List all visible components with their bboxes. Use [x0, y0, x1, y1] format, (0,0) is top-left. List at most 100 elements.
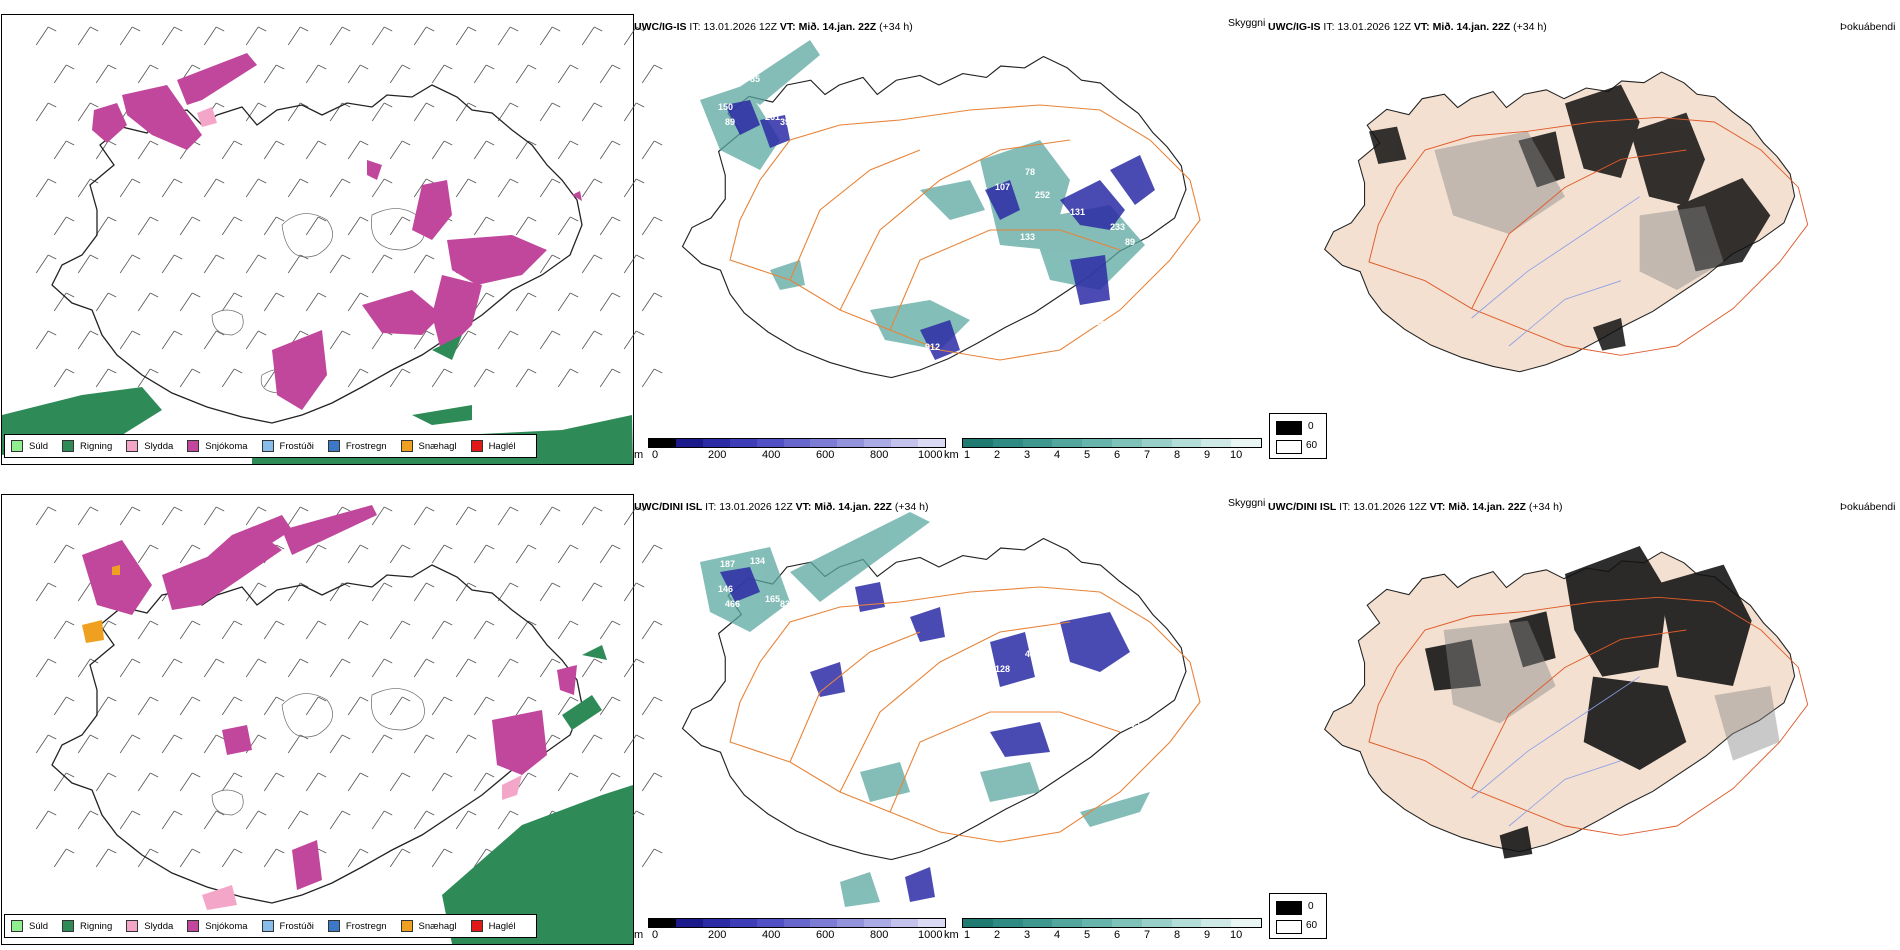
wind-barb	[263, 848, 277, 868]
wind-barb	[161, 178, 175, 198]
wind-barb	[473, 544, 487, 564]
wind-barb	[641, 140, 655, 160]
wind-barb-flag	[150, 848, 159, 854]
cloudbase-color-step	[756, 919, 784, 927]
fog-gray-areas	[1443, 620, 1780, 761]
wind-barb	[497, 582, 511, 602]
cloudbase-color-step	[864, 439, 892, 447]
wind-barb-flag	[444, 140, 453, 146]
wind-barb-flag	[300, 330, 309, 336]
wind-barb-flag	[654, 696, 663, 702]
wind-barb	[455, 330, 469, 350]
precip-legend-swatch	[261, 440, 274, 452]
wind-barb	[119, 506, 133, 526]
wind-barb-flag	[276, 544, 285, 550]
wind-barb	[119, 330, 133, 350]
wind-barb-flag	[192, 772, 201, 778]
visibility-color-step	[992, 439, 1023, 447]
tick: 600	[816, 929, 835, 941]
wind-barb-flag	[468, 582, 477, 588]
wind-barb	[77, 810, 91, 830]
wind-barb	[389, 848, 403, 868]
cloudbase-color-step	[756, 439, 784, 447]
wind-barb-flag	[486, 620, 495, 626]
wind-barb-flag	[360, 368, 369, 374]
wind-barb	[473, 216, 487, 236]
precip-legend-item: Frostúði	[261, 920, 314, 932]
wind-barb-flag	[486, 292, 495, 298]
it-value: 13.01.2026 12Z	[703, 21, 777, 33]
wind-barb-flag	[192, 544, 201, 550]
wind-barb-flag	[192, 368, 201, 374]
cloudbase-color-step	[783, 439, 811, 447]
wind-barb-flag	[132, 506, 141, 512]
wind-barb	[263, 216, 277, 236]
it-label: IT:	[689, 21, 701, 33]
precip-legend-swatch	[11, 920, 23, 932]
wind-barb-flag	[216, 810, 225, 816]
wind-barb-flag	[510, 26, 519, 32]
wind-barb	[161, 658, 175, 678]
wind-barb	[347, 368, 361, 388]
wind-barb	[305, 292, 319, 312]
wind-barb-flag	[108, 848, 117, 854]
model-name: UWC/DINI ISL	[1268, 501, 1337, 513]
wind-barb	[623, 102, 637, 122]
wind-barb-flag	[150, 64, 159, 70]
wind-barb	[263, 140, 277, 160]
wind-barb-flag	[174, 734, 183, 740]
wind-barb-flag	[570, 696, 579, 702]
cloudbase-color-step	[675, 919, 703, 927]
wind-barb	[347, 64, 361, 84]
cloudbase-label: 233	[1110, 222, 1125, 232]
wind-barb	[371, 26, 385, 46]
wind-barb	[599, 544, 613, 564]
wind-barb-flag	[108, 64, 117, 70]
wind-barb-flag	[654, 292, 663, 298]
wind-barb	[119, 810, 133, 830]
cloudbase-label: 89	[725, 117, 735, 127]
wind-barb-flag	[570, 292, 579, 298]
wind-barb-flag	[300, 178, 309, 184]
wind-barb	[119, 178, 133, 198]
cloudbase-label: 128	[995, 664, 1010, 674]
wind-barb	[77, 26, 91, 46]
visibility-color-step	[1201, 919, 1232, 927]
wind-barb-flag	[510, 178, 519, 184]
wind-barb-flag	[384, 178, 393, 184]
cloudbase-value-labels: 97 85 150 89 261 397 110 120 107 78 252 131 133 233 91…	[718, 74, 1190, 387]
wind-barb-flag	[258, 506, 267, 512]
wind-barb	[203, 658, 217, 678]
cloudbase-color-step	[810, 919, 838, 927]
wind-barb	[455, 26, 469, 46]
wind-barb	[539, 254, 553, 274]
cloudbase-label: 120	[1155, 684, 1170, 694]
wind-barb	[413, 26, 427, 46]
tick: 800	[870, 929, 889, 941]
wind-barb	[641, 696, 655, 716]
wind-barb-flag	[360, 64, 369, 70]
wind-barb-flag	[636, 582, 645, 588]
wind-barb-flag	[342, 102, 351, 108]
wind-barb-flag	[426, 254, 435, 260]
wind-barb-flag	[318, 544, 327, 550]
wind-barb	[347, 772, 361, 792]
cloudbase-color-step	[675, 439, 703, 447]
wind-barb	[53, 64, 67, 84]
wind-barb	[389, 696, 403, 716]
precip-sleet-areas	[202, 775, 522, 910]
wind-barb	[599, 620, 613, 640]
wind-barb-flag	[342, 178, 351, 184]
tick: 1	[964, 929, 971, 941]
precip-legend-item: Slydda	[126, 440, 173, 452]
wind-barb	[137, 620, 151, 640]
wind-barb-flag	[594, 582, 603, 588]
wind-barb	[515, 216, 529, 236]
wind-barb-flag	[276, 216, 285, 222]
precip-legend-label: Frostúði	[279, 920, 314, 932]
wind-barb	[77, 178, 91, 198]
it-label: IT:	[1323, 21, 1335, 33]
wind-barb-flag	[258, 102, 267, 108]
wind-barb-flag	[150, 140, 159, 146]
wind-barb	[287, 254, 301, 274]
